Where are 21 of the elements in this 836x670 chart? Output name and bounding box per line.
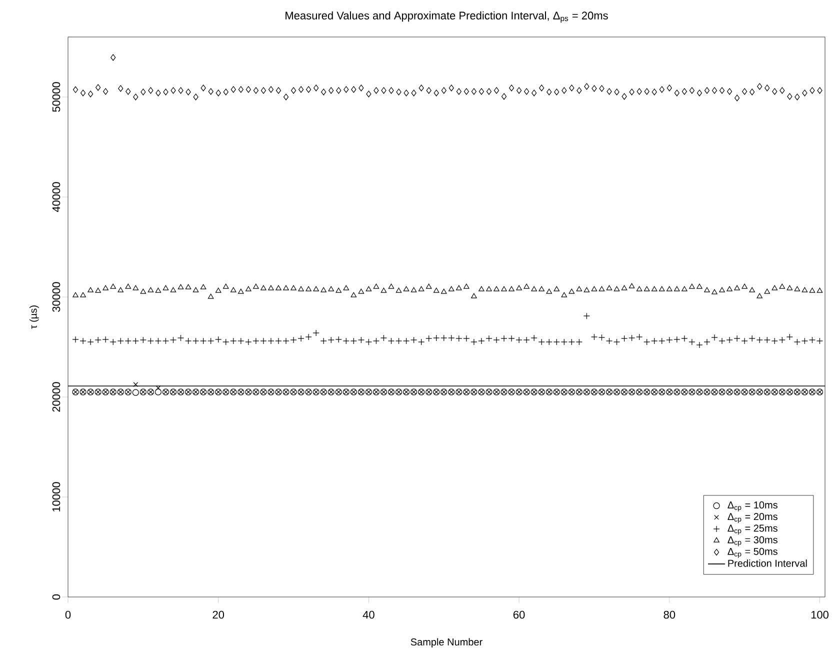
y-tick-label: 20000 [52, 382, 60, 412]
x-tick-label: 40 [362, 610, 374, 619]
y-tick-label: 0 [52, 594, 60, 600]
chart-title: Measured Values and Approximate Prediction Interval, Δ$_{ps}$ = 20ms [286, 11, 608, 23]
y-tick-label: 10000 [52, 482, 60, 512]
x-tick-label: 20 [212, 610, 224, 619]
y-tick-label: 40000 [52, 182, 60, 212]
x-tick-label: 80 [664, 610, 676, 619]
legend-label: Δ$_{cp}$ = 30ms [728, 536, 778, 546]
x-tick-label: 0 [65, 610, 71, 619]
legend-label: Δ$_{cp}$ = 25ms [728, 524, 778, 535]
y-tick-label: 50000 [52, 82, 60, 112]
legend-label: Δ$_{cp}$ = 20ms [728, 513, 778, 523]
x-axis-title: Sample Number [410, 638, 482, 648]
legend-label: Δ$_{cp}$ = 10ms [728, 501, 778, 512]
y-tick-label: 30000 [52, 282, 60, 312]
y-axis-title: τ (µs) [29, 306, 39, 329]
x-tick-label: 100 [811, 610, 828, 619]
legend-label: Prediction Interval [728, 559, 807, 567]
legend-label: Δ$_{cp}$ = 50ms [728, 548, 778, 558]
x-tick-label: 60 [513, 610, 525, 619]
